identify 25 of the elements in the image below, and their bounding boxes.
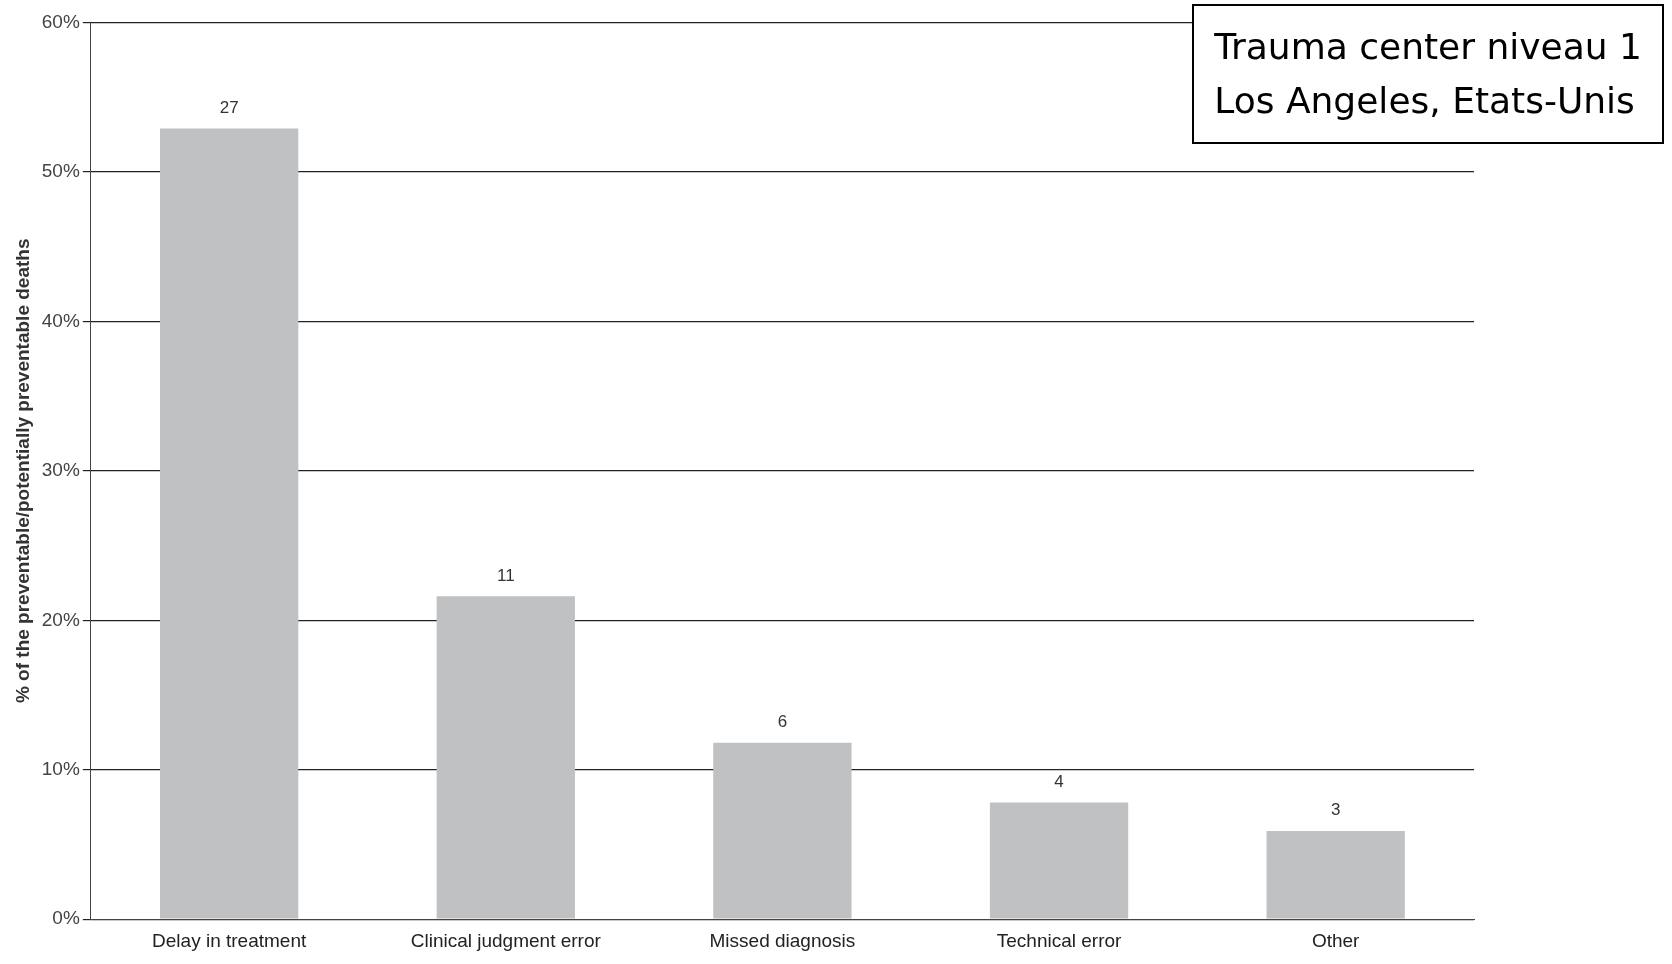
y-tick-label: 30% bbox=[41, 459, 80, 481]
chart-title: Trauma center niveau 1 bbox=[1214, 25, 1642, 69]
annotation: 3 bbox=[1330, 800, 1341, 820]
y-tick-label: 0% bbox=[52, 907, 80, 929]
bar bbox=[159, 128, 299, 919]
x-tick-label: Technical error bbox=[996, 929, 1123, 951]
x-tick-label: Other bbox=[1311, 929, 1361, 951]
y-tick-label: 40% bbox=[41, 309, 80, 331]
annotation: 11 bbox=[496, 565, 515, 585]
y-tick-label: 60% bbox=[41, 10, 80, 32]
bar bbox=[1266, 831, 1405, 919]
y-axis-title: % of the preventable/potentially preventable deaths bbox=[11, 238, 33, 704]
x-tick-label: Delay in treatment bbox=[152, 929, 307, 951]
bar bbox=[989, 802, 1129, 919]
annotation: 4 bbox=[1054, 771, 1064, 791]
text: Los Angeles, Etats-Unis bbox=[1214, 79, 1636, 123]
x-tick-label: Missed diagnosis bbox=[709, 929, 856, 951]
y-tick-label: 20% bbox=[41, 608, 80, 630]
y-tick-label: 50% bbox=[41, 160, 80, 182]
bar bbox=[713, 742, 852, 919]
bar bbox=[436, 596, 575, 919]
annotation: 6 bbox=[777, 712, 788, 732]
x-tick-label: Clinical judgment error bbox=[410, 929, 602, 951]
annotation: 27 bbox=[219, 97, 239, 117]
y-tick-label: 10% bbox=[41, 757, 80, 779]
